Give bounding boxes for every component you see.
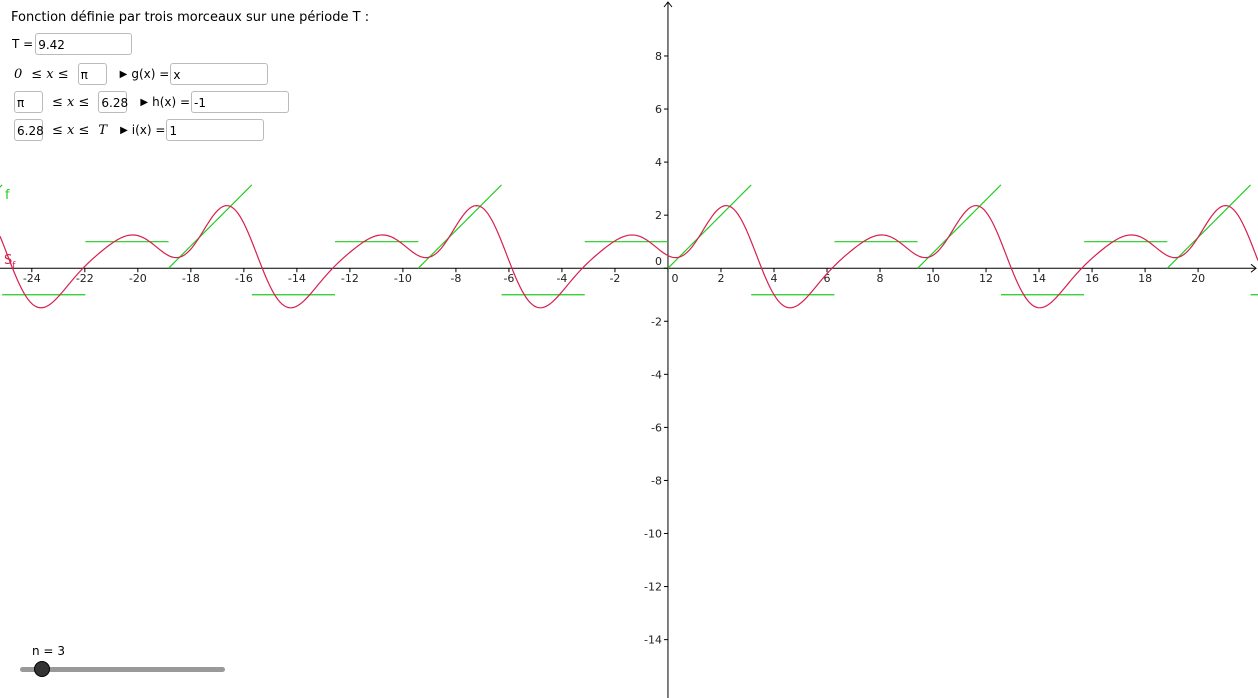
arrow-icon: ▶ bbox=[140, 96, 149, 108]
x-arrow bbox=[1250, 263, 1257, 273]
function-input[interactable]: 1 bbox=[166, 119, 265, 141]
x-tick-label: -18 bbox=[182, 272, 200, 285]
panel-title: Fonction définie par trois morceaux sur … bbox=[11, 10, 370, 25]
x-tick-label: -22 bbox=[76, 272, 94, 285]
x-tick-label: 8 bbox=[877, 272, 884, 285]
period-field: T = 9.42 bbox=[12, 33, 133, 55]
x-tick-label: 12 bbox=[979, 272, 993, 285]
x-tick-label: -6 bbox=[503, 272, 514, 285]
x-tick-label: -8 bbox=[450, 272, 461, 285]
fourier-sum bbox=[0, 204, 1258, 309]
x-tick-label: 4 bbox=[770, 272, 777, 285]
y-tick-label: 2 bbox=[655, 209, 662, 222]
y-tick-label: 8 bbox=[655, 50, 662, 63]
curves bbox=[0, 184, 1258, 309]
period-input[interactable]: 9.42 bbox=[35, 33, 133, 55]
y-arrow bbox=[663, 1, 673, 8]
x-tick-label: -4 bbox=[556, 272, 567, 285]
slider-track[interactable] bbox=[20, 667, 225, 672]
y-tick-label: 6 bbox=[655, 103, 662, 116]
curve-label-s-sub: f bbox=[12, 261, 16, 271]
curve-label-s: Sf bbox=[4, 253, 16, 271]
x-tick-label: 10 bbox=[926, 272, 940, 285]
y-tick-label: -2 bbox=[651, 315, 662, 328]
function-name: i(x) = bbox=[131, 123, 166, 137]
x-tick-label: -24 bbox=[23, 272, 41, 285]
arrow-icon: ▶ bbox=[120, 124, 128, 136]
x-tick-label: -2 bbox=[609, 272, 620, 285]
x-tick-label: 0 bbox=[671, 272, 678, 285]
x-tick-label: 14 bbox=[1032, 272, 1046, 285]
function-input[interactable]: -1 bbox=[191, 91, 290, 113]
relation: ≤ x ≤ bbox=[52, 122, 90, 138]
curve-label-s-main: S bbox=[4, 253, 12, 268]
lower-bound[interactable]: 6.28 bbox=[14, 119, 44, 141]
y-tick-label: 0 bbox=[655, 255, 662, 268]
y-tick-label: -14 bbox=[644, 634, 662, 647]
x-tick-label: -12 bbox=[341, 272, 359, 285]
function-name: g(x) = bbox=[131, 67, 170, 81]
y-tick-label: -4 bbox=[651, 368, 662, 381]
x-tick-label: 20 bbox=[1191, 272, 1205, 285]
upper-bound: T bbox=[98, 122, 108, 138]
function-name: h(x) = bbox=[152, 95, 191, 109]
x-tick-label: -20 bbox=[129, 272, 147, 285]
function-input[interactable]: x bbox=[170, 63, 269, 85]
period-label: T = bbox=[12, 37, 34, 51]
piece-row: 0 ≤ x ≤ π ▶ g(x) = x bbox=[14, 61, 269, 87]
arrow-icon: ▶ bbox=[119, 68, 128, 80]
y-tick-label: -8 bbox=[651, 474, 662, 487]
function-f bbox=[0, 184, 1258, 296]
slider-value: 3 bbox=[57, 644, 65, 658]
relation: ≤ x ≤ bbox=[52, 94, 90, 110]
x-tick-label: 2 bbox=[717, 272, 724, 285]
upper-bound[interactable]: 6.28 bbox=[98, 91, 128, 113]
x-tick-label: -10 bbox=[394, 272, 412, 285]
slider-label: n = 3 bbox=[32, 644, 65, 658]
x-tick-label: -16 bbox=[235, 272, 253, 285]
upper-bound[interactable]: π bbox=[77, 63, 107, 85]
lower-bound: 0 bbox=[14, 66, 23, 82]
y-tick-label: -6 bbox=[651, 421, 662, 434]
y-tick-label: -12 bbox=[644, 581, 662, 594]
lower-bound[interactable]: π bbox=[14, 91, 43, 113]
y-tick-label: 4 bbox=[655, 156, 662, 169]
y-tick-label: -10 bbox=[644, 528, 662, 541]
slider-name: n = bbox=[32, 644, 54, 658]
curve-label-f: f bbox=[5, 188, 10, 203]
x-tick-label: 18 bbox=[1138, 272, 1152, 285]
slider-knob[interactable] bbox=[34, 661, 50, 677]
piece-row: 6.28 ≤ x ≤ T ▶ i(x) = 1 bbox=[14, 117, 265, 143]
relation: ≤ x ≤ bbox=[31, 66, 69, 82]
piece-row: π ≤ x ≤ 6.28 ▶ h(x) = -1 bbox=[14, 89, 290, 115]
x-tick-label: 16 bbox=[1085, 272, 1099, 285]
x-tick-label: -14 bbox=[288, 272, 306, 285]
x-tick-label: 6 bbox=[824, 272, 831, 285]
